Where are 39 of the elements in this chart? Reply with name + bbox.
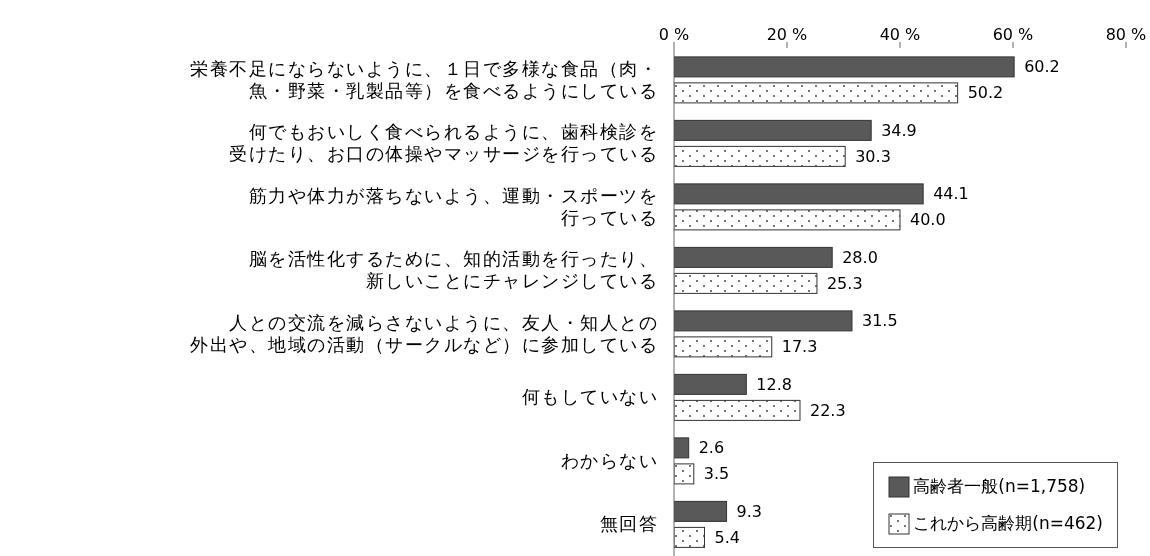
- y-tick-label: 何でもおいしく食べられるように、歯科検診を受けたり、お口の体操やマッサージを行っている: [229, 121, 658, 165]
- data-label: 22.3: [809, 400, 846, 420]
- bar: [674, 246, 833, 268]
- bar: [674, 373, 747, 395]
- legend-label: これから高齢期(n=462): [913, 512, 1103, 535]
- data-label: 28.0: [842, 247, 878, 267]
- data-label: 9.3: [736, 501, 762, 521]
- y-tick-label: 筋力や体力が落ちないよう、運動・スポーツを行っている: [248, 184, 658, 228]
- data-label: 30.3: [855, 146, 891, 166]
- bar: [674, 310, 853, 332]
- data-label: 3.5: [703, 464, 730, 484]
- y-tick-label: 無回答: [599, 513, 658, 535]
- data-label: 5.4: [714, 527, 740, 547]
- bar: [674, 437, 690, 459]
- y-tick-label: わからない: [560, 449, 658, 471]
- y-tick-label: 脳を活性化するために、知的活動を行ったり、新しいことにチャレンジしている: [248, 248, 658, 292]
- x-tick-label: 0 %: [658, 25, 690, 44]
- data-label: 60.2: [1024, 57, 1060, 77]
- data-label: 12.8: [756, 374, 792, 394]
- data-label: 17.3: [781, 337, 818, 357]
- bar: [674, 56, 1015, 78]
- x-tick-label: 40 %: [879, 25, 921, 44]
- data-label: 2.6: [698, 438, 725, 458]
- y-tick-label: 人との交流を減らさないように、友人・知人との外出や、地域の活動（サークルなど）に参加している: [190, 311, 658, 355]
- data-label: 50.2: [967, 83, 1004, 103]
- bar: [674, 500, 728, 522]
- x-tick-label: 80 %: [1105, 25, 1147, 44]
- data-label: 34.9: [881, 120, 917, 140]
- y-tick-label: 何もしていない: [521, 386, 658, 408]
- y-tick-label: 栄養不足にならないように、１日で多様な食品（肉・魚・野菜・乳製品等）を食べるようにしている: [190, 57, 658, 101]
- bar: [674, 183, 924, 205]
- bar: [674, 119, 872, 141]
- data-label: 25.3: [826, 273, 863, 293]
- x-tick-label: 60 %: [992, 25, 1034, 44]
- x-tick-label: 20 %: [766, 25, 808, 44]
- data-label: 31.5: [861, 311, 898, 331]
- data-label: 44.1: [933, 184, 969, 204]
- legend-label: 高齢者一般(n=1,758): [913, 475, 1086, 498]
- data-label: 40.0: [910, 210, 946, 230]
